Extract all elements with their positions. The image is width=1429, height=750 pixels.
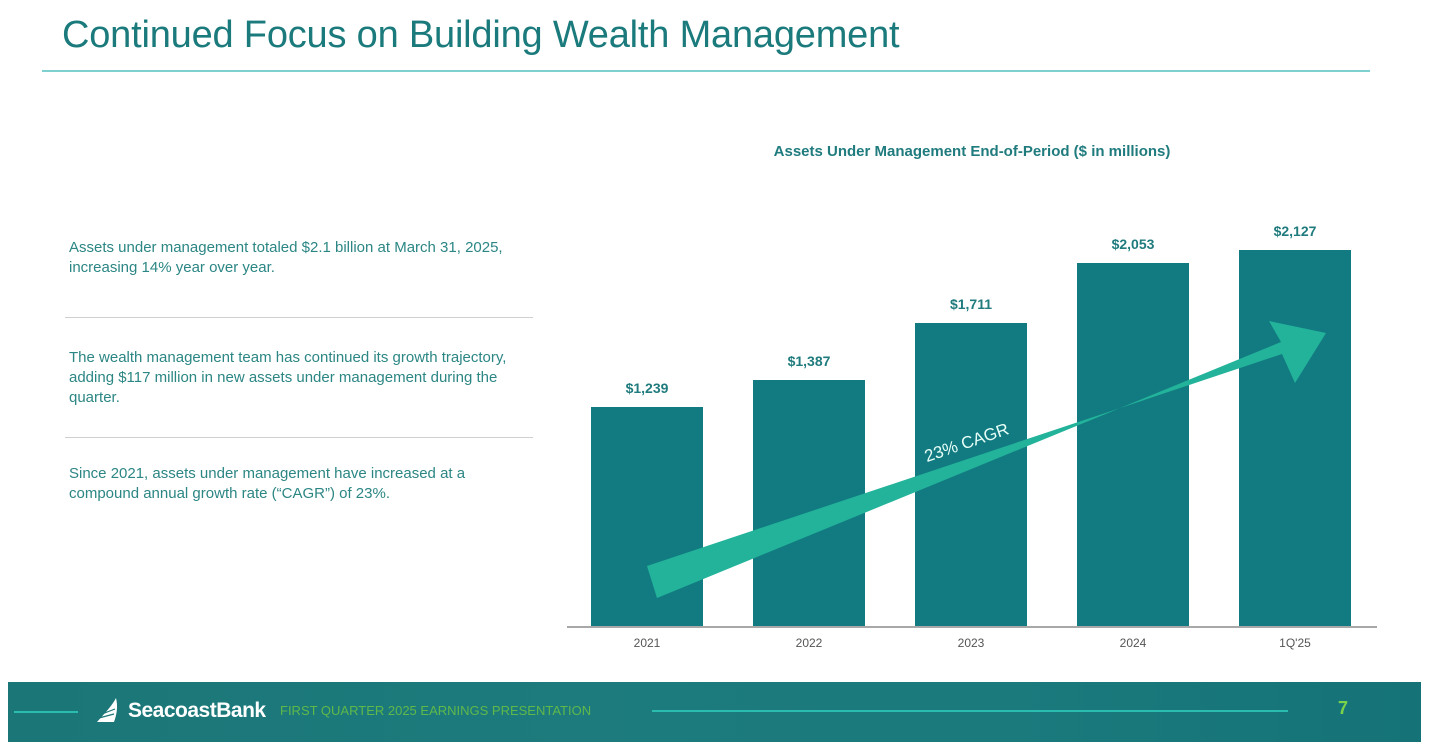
bullet-divider [65,437,533,438]
bar-chart: $1,239 $1,387 $1,711 $2,053 $2,127 23% C… [567,200,1377,626]
x-tick-label: 2024 [1119,636,1147,650]
bar-2021 [591,407,703,626]
x-tick-label: 2023 [957,636,985,650]
bar-value-label: $1,239 [625,380,669,396]
seacoast-logo: SeacoastBank [94,696,266,726]
x-axis [567,626,1377,628]
footer-rule-left [14,711,78,713]
page-number: 7 [1338,698,1349,718]
presentation-caption: FIRST QUARTER 2025 EARNINGS PRESENTATION [280,703,592,718]
bar-value-label: $2,053 [1111,236,1155,252]
bar-1q25 [1239,250,1351,626]
brand-name: SeacoastBank [128,699,266,722]
sail-icon [97,698,118,722]
x-tick-label: 2022 [795,636,823,650]
x-tick-label: 2021 [633,636,661,650]
title-divider [42,70,1370,72]
bullet-divider [65,317,533,318]
bar-value-label: $2,127 [1273,223,1317,239]
bar-2024 [1077,263,1189,626]
bullet-cagr: Since 2021, assets under management have… [69,465,466,502]
cagr-arrow-icon [647,321,1326,598]
footer-rule-right [652,710,1288,712]
x-tick-label: 1Q'25 [1279,636,1311,650]
footer-bar: SeacoastBank FIRST QUARTER 2025 EARNINGS… [8,682,1421,742]
bar-value-label: $1,711 [949,296,993,312]
bar-value-label: $1,387 [787,353,831,369]
chart-title: Assets Under Management End-of-Period ($… [773,143,1171,160]
bullet-new-assets: The wealth management team has continued… [69,349,507,406]
bullet-aum-total: Assets under management totaled $2.1 bil… [69,239,503,276]
slide-title: Continued Focus on Building Wealth Manag… [62,14,900,56]
